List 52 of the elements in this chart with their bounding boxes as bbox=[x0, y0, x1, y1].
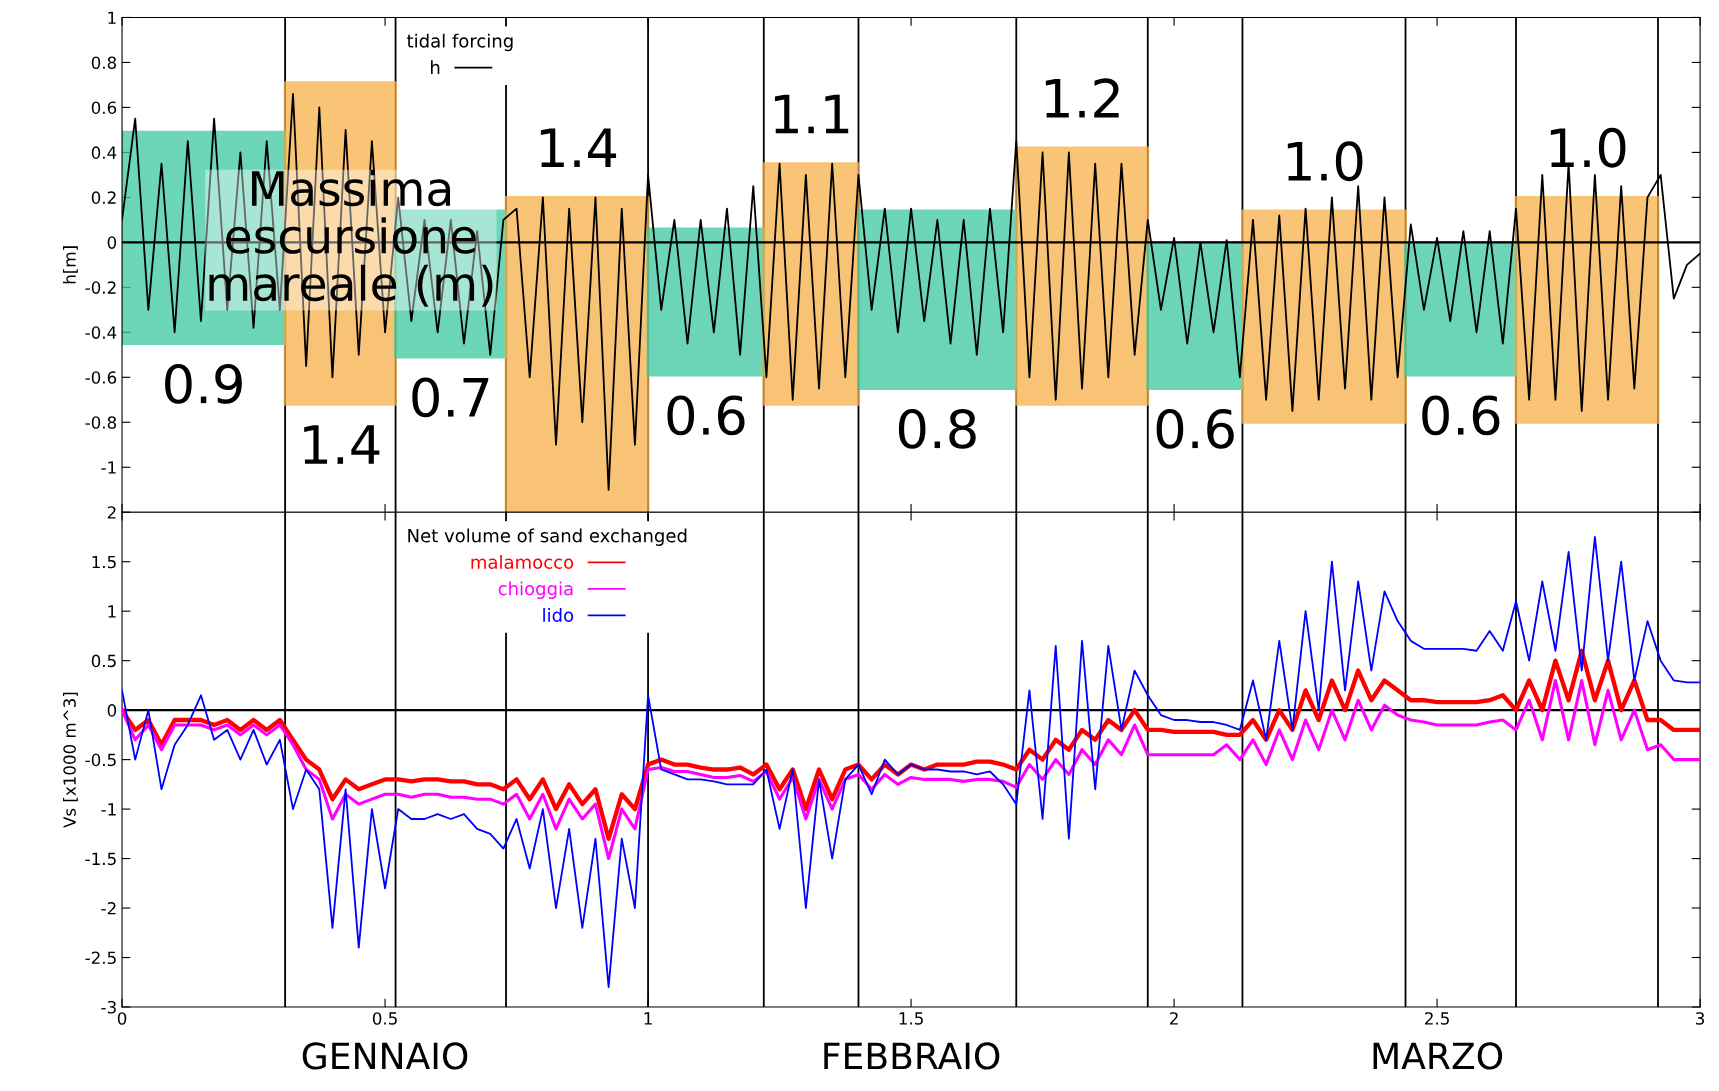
y-tick-label: 0.5 bbox=[91, 654, 116, 668]
annotation: 0.8 bbox=[898, 408, 976, 449]
legend-label: lido bbox=[543, 607, 574, 622]
legend-title: Net volume of sand exchanged bbox=[408, 528, 687, 546]
y-tick-label: 1 bbox=[108, 605, 116, 618]
annotation: 0.9 bbox=[165, 363, 242, 404]
y-tick-label: -1 bbox=[101, 461, 116, 474]
annotation: 1.0 bbox=[1287, 141, 1363, 182]
x-tick-label: 0.5 bbox=[372, 1012, 397, 1025]
text: GENNAIO bbox=[302, 1042, 468, 1070]
y-axis-title: Vs [x1000 m^3] bbox=[62, 692, 78, 828]
y-tick-label: -1 bbox=[101, 803, 116, 816]
x-tick-label: 0 bbox=[117, 1012, 127, 1025]
y-tick-label: -0.5 bbox=[85, 753, 116, 767]
legend-label: malamocco bbox=[471, 554, 574, 569]
y-tick-label: -3 bbox=[101, 1000, 116, 1014]
y-tick-label: 0.8 bbox=[91, 56, 117, 69]
y-tick-label: -0.4 bbox=[85, 326, 117, 339]
x-tick-label: 1.5 bbox=[899, 1012, 923, 1025]
legend-label: h bbox=[431, 60, 440, 74]
y-tick-label: 0.2 bbox=[91, 191, 116, 204]
annotation: 1.0 bbox=[1550, 127, 1626, 168]
annotation: 0.6 bbox=[1422, 395, 1500, 436]
y-tick-label: -2 bbox=[101, 902, 116, 915]
y-tick-label: 1.5 bbox=[92, 555, 116, 569]
x-tick-label: 3 bbox=[1696, 1012, 1705, 1025]
x-tick-label: 1 bbox=[644, 1012, 652, 1025]
annotation: 1.2 bbox=[1045, 78, 1119, 118]
y-tick-label: 0 bbox=[107, 236, 117, 249]
annotation: 1.1 bbox=[774, 94, 849, 134]
annotation: 0.6 bbox=[1156, 408, 1234, 449]
y-tick-label: -2.5 bbox=[85, 951, 116, 965]
x-tick-label: 2.5 bbox=[1425, 1012, 1449, 1025]
y-tick-label: 1 bbox=[108, 11, 116, 24]
text: MARZO bbox=[1373, 1042, 1503, 1070]
y-tick-label: -1.5 bbox=[85, 852, 116, 866]
annotation: 0.7 bbox=[412, 377, 489, 418]
y-tick-label: -0.8 bbox=[85, 416, 117, 429]
legend-label: chioggia bbox=[498, 581, 573, 599]
annotation: 0.6 bbox=[667, 395, 745, 436]
y-tick-label: 0.6 bbox=[91, 101, 117, 114]
y-tick-label: 0.4 bbox=[91, 146, 117, 159]
y-tick-label: 0 bbox=[107, 704, 117, 717]
legend-title: tidal forcing bbox=[407, 33, 513, 52]
text: FEBBRAIO bbox=[824, 1042, 1000, 1070]
y-tick-label: -0.2 bbox=[85, 281, 116, 294]
y-axis-title: h[m] bbox=[62, 246, 78, 284]
x-tick-label: 2 bbox=[1170, 1012, 1178, 1025]
y-tick-label: 2 bbox=[107, 506, 116, 519]
annotation: 1.4 bbox=[304, 425, 380, 464]
y-tick-label: -0.6 bbox=[85, 371, 117, 384]
annotation: 1.4 bbox=[540, 128, 617, 167]
